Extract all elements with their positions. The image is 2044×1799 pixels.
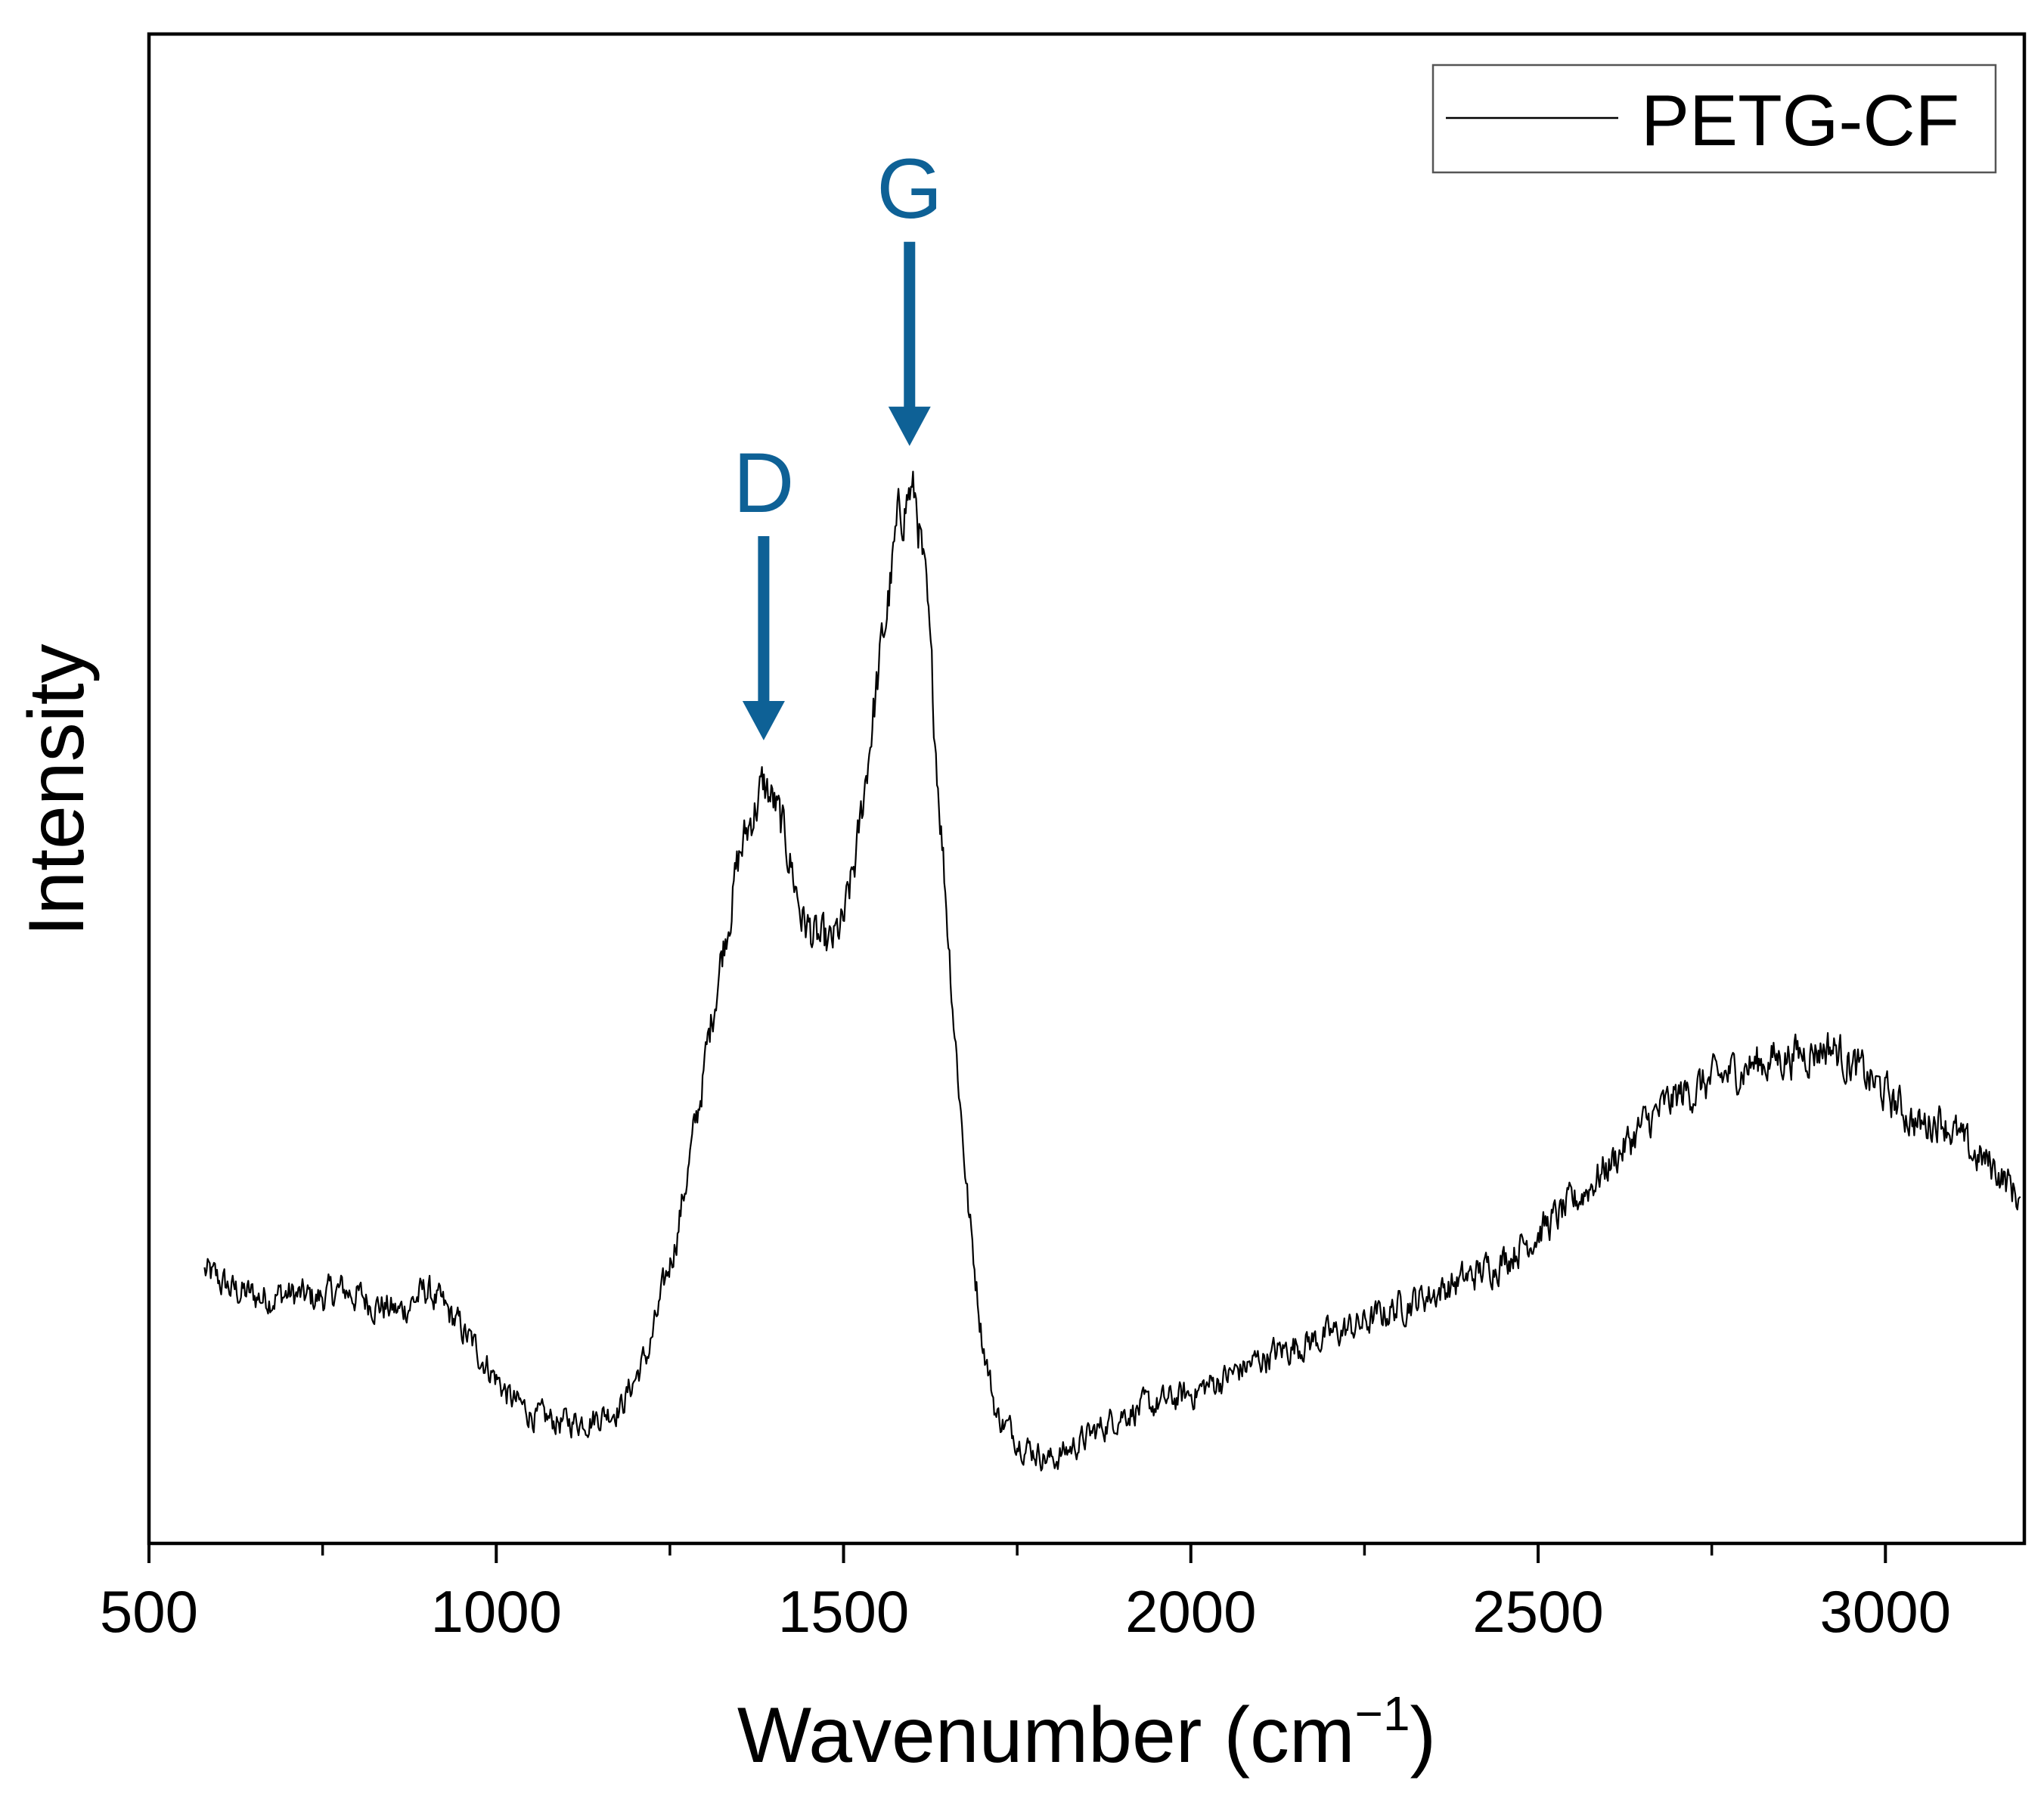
peak-annotations: DG — [733, 141, 942, 741]
x-tick-label-1000: 1000 — [430, 1578, 562, 1645]
x-axis-title-superscript: −1 — [1355, 1686, 1410, 1741]
x-axis-title-close: ) — [1410, 1692, 1437, 1779]
x-tick-label-1500: 1500 — [778, 1578, 910, 1645]
x-tick-label-2500: 2500 — [1472, 1578, 1604, 1645]
x-axis-tick-labels: 500 1000 1500 2000 2500 3000 — [100, 1578, 1951, 1645]
x-tick-label-3000: 3000 — [1820, 1578, 1952, 1645]
legend: PETG-CF — [1431, 64, 1997, 174]
peak-arrow-head-d — [742, 701, 785, 741]
legend-label-petg-cf: PETG-CF — [1641, 80, 1959, 161]
x-axis-title-main: Wavenumber (cm — [737, 1692, 1355, 1779]
series-line-petg-cf — [203, 470, 2021, 1472]
peak-arrow-head-g — [888, 406, 931, 446]
peak-label-d: D — [733, 436, 794, 530]
peak-label-g: G — [876, 141, 942, 236]
plot-frame — [147, 32, 2027, 1546]
x-tick-label-2000: 2000 — [1125, 1578, 1257, 1645]
x-axis-title: Wavenumber (cm−1) — [737, 1686, 1436, 1779]
x-axis-ticks — [147, 1543, 1887, 1563]
y-axis-title: Intensity — [13, 644, 101, 936]
x-tick-label-500: 500 — [100, 1578, 198, 1645]
